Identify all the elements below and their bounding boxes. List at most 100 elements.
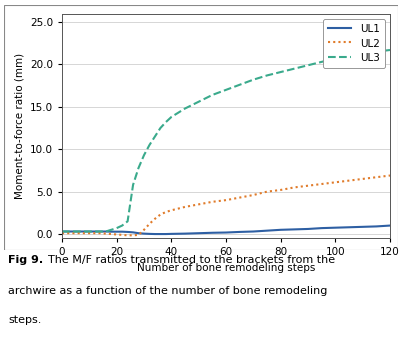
UL3 xyxy=(60,230,64,234)
UL1 xyxy=(70,230,75,234)
UL3 xyxy=(103,230,108,234)
UL2 xyxy=(182,205,187,209)
UL1 xyxy=(87,230,92,234)
UL2 xyxy=(319,182,324,186)
UL3 xyxy=(224,88,228,92)
UL2 xyxy=(142,228,146,232)
UL3 xyxy=(147,143,152,147)
UL3 xyxy=(98,230,103,234)
UL3 xyxy=(152,135,157,139)
UL1 xyxy=(109,230,114,234)
UL3 xyxy=(346,54,352,58)
UL3 xyxy=(70,230,75,234)
X-axis label: Number of bone remodeling steps: Number of bone remodeling steps xyxy=(137,263,315,273)
Text: Fig 9.: Fig 9. xyxy=(8,255,43,265)
UL1 xyxy=(224,231,228,235)
UL2 xyxy=(65,231,70,235)
UL1 xyxy=(292,227,297,232)
UL1 xyxy=(360,225,365,229)
UL2 xyxy=(152,217,157,221)
UL2 xyxy=(103,232,108,236)
UL1 xyxy=(98,230,103,234)
UL1 xyxy=(265,228,270,233)
Line: UL1: UL1 xyxy=(62,225,390,234)
UL2 xyxy=(76,231,81,235)
UL2 xyxy=(265,190,270,194)
UL1 xyxy=(251,230,256,234)
UL1 xyxy=(388,223,392,227)
UL3 xyxy=(196,100,201,104)
UL2 xyxy=(131,233,136,237)
UL3 xyxy=(142,153,146,157)
UL1 xyxy=(114,230,119,234)
UL2 xyxy=(82,231,86,235)
UL1 xyxy=(210,231,215,235)
UL3 xyxy=(158,126,163,130)
UL2 xyxy=(98,231,103,235)
UL1 xyxy=(306,227,310,231)
UL2 xyxy=(251,193,256,197)
UL2 xyxy=(292,185,297,189)
UL2 xyxy=(136,233,141,237)
UL1 xyxy=(152,232,157,236)
UL3 xyxy=(360,52,365,56)
UL1 xyxy=(164,232,168,236)
UL1 xyxy=(131,230,136,234)
UL3 xyxy=(210,93,215,97)
UL3 xyxy=(131,183,136,187)
UL3 xyxy=(374,50,379,54)
UL1 xyxy=(169,232,174,236)
UL3 xyxy=(120,223,124,227)
UL1 xyxy=(103,230,108,234)
UL1 xyxy=(60,230,64,234)
UL3 xyxy=(182,106,187,111)
UL2 xyxy=(210,200,215,204)
UL3 xyxy=(164,120,168,124)
UL3 xyxy=(82,230,86,234)
UL3 xyxy=(65,230,70,234)
Text: archwire as a function of the number of bone remodeling: archwire as a function of the number of … xyxy=(8,286,327,296)
UL1 xyxy=(182,232,187,236)
UL2 xyxy=(60,231,64,235)
UL3 xyxy=(109,228,114,232)
UL2 xyxy=(333,180,338,184)
UL2 xyxy=(388,173,392,177)
UL2 xyxy=(360,177,365,181)
UL2 xyxy=(196,202,201,207)
UL1 xyxy=(142,232,146,236)
UL1 xyxy=(147,232,152,236)
Legend: UL1, UL2, UL3: UL1, UL2, UL3 xyxy=(323,19,385,68)
UL1 xyxy=(346,225,352,229)
UL3 xyxy=(87,230,92,234)
UL2 xyxy=(114,233,119,237)
UL2 xyxy=(109,232,114,236)
UL2 xyxy=(120,233,124,237)
UL2 xyxy=(278,188,283,192)
UL3 xyxy=(265,73,270,77)
UL3 xyxy=(125,219,130,223)
UL2 xyxy=(158,213,163,217)
UL2 xyxy=(346,178,352,183)
UL3 xyxy=(388,48,392,52)
UL1 xyxy=(374,224,379,228)
Line: UL3: UL3 xyxy=(62,50,390,232)
UL1 xyxy=(196,231,201,235)
Y-axis label: Moment-to-force ratio (mm): Moment-to-force ratio (mm) xyxy=(14,53,24,199)
UL1 xyxy=(278,228,283,232)
UL3 xyxy=(278,70,283,74)
Text: steps.: steps. xyxy=(8,315,41,325)
UL3 xyxy=(169,115,174,119)
UL1 xyxy=(319,226,324,230)
UL2 xyxy=(125,233,130,237)
UL2 xyxy=(169,208,174,212)
UL1 xyxy=(237,230,242,234)
UL3 xyxy=(92,230,97,234)
UL2 xyxy=(237,196,242,200)
UL1 xyxy=(136,231,141,235)
UL2 xyxy=(306,184,310,188)
UL1 xyxy=(158,232,163,236)
UL3 xyxy=(333,56,338,61)
UL3 xyxy=(237,83,242,87)
UL3 xyxy=(136,166,141,170)
UL1 xyxy=(125,230,130,234)
